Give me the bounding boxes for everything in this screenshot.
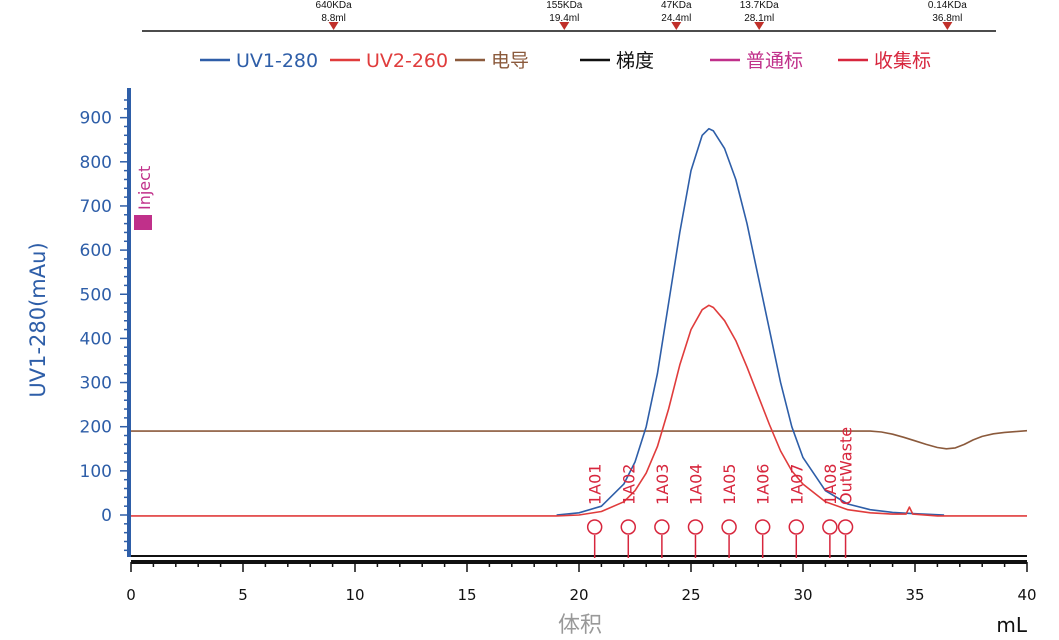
fraction-circle [754, 519, 771, 535]
fraction-label: 1A05 [720, 464, 739, 505]
y-tick-label: 800 [80, 153, 112, 173]
x-tick-label: 15 [457, 586, 476, 604]
mw-triangle [754, 22, 765, 30]
mw-volume: 8.8ml [321, 13, 345, 24]
legend-label: 收集标 [874, 50, 931, 72]
legend-label: 梯度 [616, 50, 654, 72]
x-tick-label: 40 [1017, 586, 1036, 604]
y-axis: 0 100 200 300 400 500 600 700 800 900 [80, 88, 131, 557]
mw-marker-strip: 640KDa 8.8ml 155KDa 19.4ml 47KDa 24.4ml 13.7KD… [142, 0, 996, 32]
x-tick-label: 25 [681, 586, 700, 604]
fraction-circle [837, 519, 854, 535]
legend-label: UV2-260 [366, 50, 448, 72]
mw-triangle [328, 22, 339, 30]
fraction-circle [721, 519, 737, 535]
legend-label: 普通标 [746, 50, 803, 72]
fraction-label: OutWaste [837, 427, 856, 505]
inject-label: Inject [135, 166, 154, 210]
y-tick-label: 0 [101, 506, 112, 526]
x-tick-label: 10 [345, 586, 364, 604]
y-axis-label: UV1-280(mAu) [26, 242, 50, 397]
x-axis-label: 体积 [558, 613, 602, 638]
series-line-UV2-260 [131, 304, 1027, 517]
legend-label: UV1-280 [236, 50, 318, 72]
mw-triangle [942, 22, 953, 30]
event-markers: Inject [134, 166, 154, 230]
fraction-label: 1A02 [619, 464, 638, 505]
x-tick-label: 0 [126, 586, 136, 604]
x-tick-label: 20 [569, 586, 588, 604]
series-line-UV1-280 [556, 127, 945, 516]
x-tick-label: 35 [905, 586, 924, 604]
mw-label: 155KDa [546, 0, 583, 11]
x-axis: 0 5 10 15 20 25 30 35 40 [126, 555, 1037, 604]
mw-volume: 24.4ml [661, 13, 691, 24]
mw-label: 47KDa [661, 0, 692, 11]
fraction-circle [822, 519, 838, 535]
legend-label: 电导 [491, 50, 529, 72]
y-tick-label: 100 [80, 462, 112, 482]
mw-label: 13.7KDa [740, 0, 779, 11]
mw-label: 640KDa [316, 0, 353, 11]
mw-triangle [671, 22, 682, 30]
inject-marker [134, 215, 152, 230]
y-tick-label: 400 [80, 329, 112, 349]
mw-volume: 36.8ml [932, 13, 962, 24]
y-tick-label: 700 [80, 197, 112, 217]
mw-triangle [559, 22, 570, 30]
fraction-circle [654, 519, 670, 535]
mw-label: 0.14KDa [928, 0, 967, 11]
fraction-label: 1A06 [754, 464, 773, 505]
series-group [131, 127, 1028, 517]
y-tick-label: 300 [80, 374, 112, 394]
mw-volume: 19.4ml [549, 13, 579, 24]
fraction-circle [586, 519, 603, 535]
series-line-电导 [131, 429, 1028, 450]
fraction-circle [620, 519, 637, 535]
x-tick-label: 30 [793, 586, 812, 604]
fraction-label: 1A07 [787, 464, 806, 505]
fraction-label: 1A01 [586, 464, 605, 505]
legend: UV1-280 UV2-260 电导 梯度 普通标 收集标 [200, 50, 931, 72]
y-tick-label: 900 [80, 109, 112, 129]
x-axis-unit: mL [996, 613, 1027, 637]
y-tick-label: 200 [80, 418, 112, 438]
fraction-circle [788, 519, 805, 535]
mw-volume: 28.1ml [744, 13, 774, 24]
fraction-label: 1A08 [821, 464, 840, 505]
y-tick-label: 500 [80, 285, 112, 305]
fraction-label: 1A03 [653, 464, 672, 505]
y-tick-label: 600 [80, 241, 112, 261]
x-tick-label: 5 [238, 586, 248, 604]
fraction-circle [687, 519, 704, 535]
fraction-label: 1A04 [686, 464, 705, 505]
